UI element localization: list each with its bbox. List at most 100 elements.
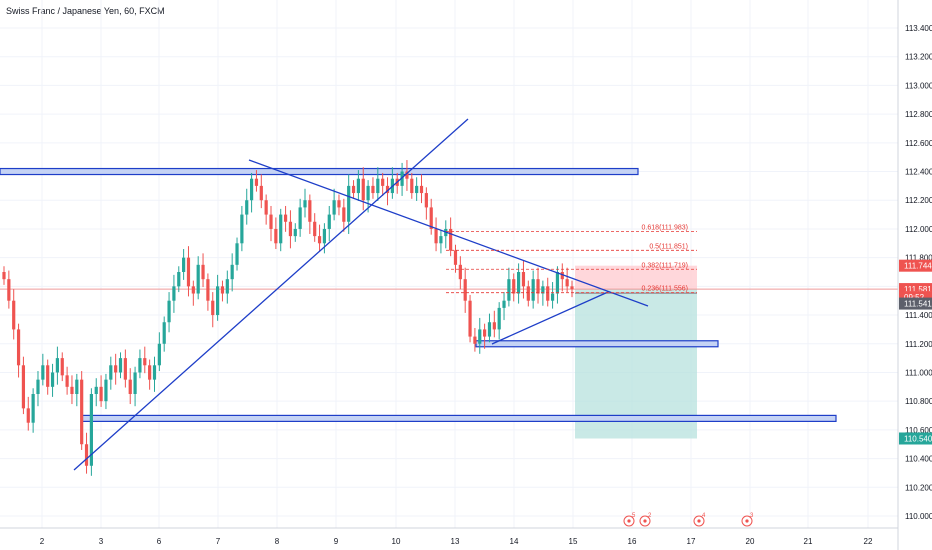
price-tag-label: 110.540	[904, 434, 932, 443]
event-count: 2	[648, 513, 652, 519]
candle-body	[157, 343, 161, 366]
price-tag-bg	[899, 432, 932, 445]
x-tick-label: 10	[392, 537, 401, 546]
candle-body	[439, 236, 443, 244]
candle-body	[114, 365, 118, 373]
candle-body	[313, 221, 317, 237]
candle-body	[220, 286, 225, 294]
candle-body	[225, 279, 229, 294]
position-zones	[0, 265, 898, 439]
x-tick-label: 14	[510, 537, 519, 546]
candle-body	[405, 171, 409, 179]
y-tick-label: 112.400	[905, 168, 932, 177]
y-tick-label: 111.200	[905, 340, 932, 349]
candle-body	[60, 358, 64, 376]
candle-body	[75, 379, 79, 394]
chart-grid	[0, 0, 898, 528]
candle-body	[449, 228, 453, 251]
x-tick-label: 6	[157, 537, 162, 546]
candle-body	[303, 200, 307, 208]
candle-body	[366, 185, 370, 201]
candle-body	[483, 329, 487, 337]
candle-body	[118, 358, 123, 373]
price-tag-label: 111.541	[904, 300, 932, 309]
zone-resistance	[0, 167, 639, 176]
candle-body	[279, 214, 283, 244]
candle-body	[531, 279, 535, 301]
candle-body	[337, 200, 341, 208]
candle-body	[201, 264, 205, 280]
candle-body	[502, 300, 506, 308]
candle-body	[50, 372, 55, 387]
candle-body	[546, 286, 550, 301]
price-tag-label: 111.581	[904, 285, 932, 294]
candle-body	[492, 322, 496, 330]
candle-body	[230, 264, 234, 280]
candle-body	[206, 279, 210, 301]
y-tick-label: 110.600	[905, 426, 932, 435]
candle-body	[327, 214, 331, 229]
candle-body	[526, 286, 530, 301]
candle-body	[317, 236, 322, 244]
candle-body	[46, 365, 50, 387]
candle-body	[211, 300, 215, 316]
candle-body	[332, 200, 336, 215]
candle-body	[453, 250, 458, 265]
candle-body	[109, 365, 113, 380]
candle-body	[128, 379, 132, 394]
candle-body	[16, 329, 21, 366]
candle-body	[143, 358, 147, 366]
candle-body	[308, 200, 312, 222]
candle-body	[507, 279, 511, 301]
zone-support-low	[81, 414, 837, 422]
candle-body	[240, 214, 244, 244]
y-tick-label: 111.400	[905, 311, 932, 320]
candle-body	[565, 279, 569, 287]
candle-body	[322, 228, 327, 244]
event-count: 4	[702, 513, 706, 519]
candle-body	[235, 243, 239, 265]
candle-body	[21, 365, 26, 409]
y-tick-label: 110.400	[905, 455, 932, 464]
candle-body	[410, 178, 414, 194]
candle-body	[2, 272, 6, 280]
x-tick-label: 15	[569, 537, 578, 546]
candle-body	[167, 300, 171, 323]
candle-body	[148, 365, 152, 380]
x-tick-label: 8	[275, 537, 280, 546]
take-profit-zone	[575, 289, 697, 439]
candle-body	[104, 379, 108, 402]
y-tick-label: 111.000	[905, 368, 932, 377]
fib-levels: 0.618(111.983) 0.5(111.851) 0.382(111.719)…	[446, 224, 697, 294]
candle-body	[264, 200, 268, 215]
candle-body	[55, 358, 60, 373]
candle-body	[434, 228, 438, 244]
candle-body	[550, 293, 555, 301]
candle-body	[177, 272, 181, 287]
candle-body	[80, 379, 84, 445]
candle-body	[259, 185, 263, 201]
candle-body	[541, 286, 545, 294]
fib-label: 0.236(111.556)	[642, 286, 688, 293]
y-tick-label: 111.800	[905, 254, 932, 263]
zone-support-mid	[475, 340, 719, 348]
candle-body	[478, 329, 482, 344]
candle-body	[216, 286, 220, 316]
uptrend-line	[73, 118, 469, 471]
candle-body	[26, 408, 30, 423]
candle-body	[570, 286, 574, 290]
candle-body	[41, 365, 45, 380]
event-icon-dot	[745, 519, 749, 523]
candle-body	[555, 272, 560, 294]
candle-body	[89, 394, 93, 466]
candle-body	[288, 221, 293, 237]
y-tick-label: 110.000	[905, 512, 932, 521]
candle-body	[371, 185, 375, 194]
y-tick-label: 112.200	[905, 196, 932, 205]
candle-body	[463, 279, 467, 301]
candle-body	[182, 257, 186, 272]
event-icon-dot	[697, 519, 701, 523]
x-tick-label: 3	[99, 537, 104, 546]
candle-body	[31, 394, 35, 423]
